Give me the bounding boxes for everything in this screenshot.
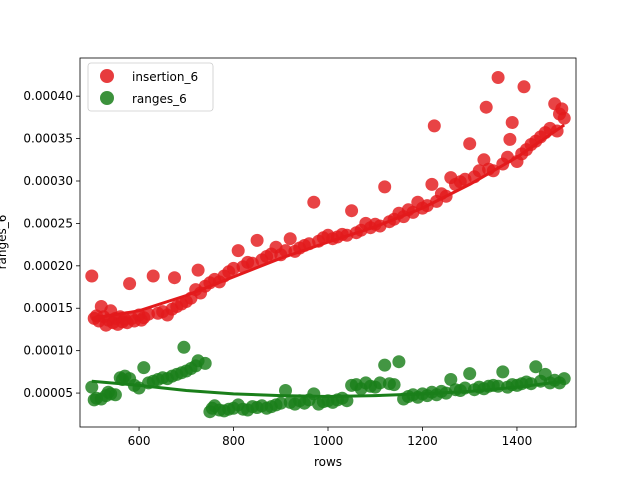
data-point (279, 244, 292, 258)
data-point (378, 180, 392, 194)
x-tick-label: 1400 (502, 434, 533, 448)
x-tick-label: 1200 (407, 434, 438, 448)
data-point (85, 380, 99, 394)
data-point (387, 378, 401, 392)
y-tick-label: 0.00010 (23, 344, 73, 358)
data-point (108, 388, 122, 402)
x-axis-label: rows (314, 455, 342, 469)
data-point (392, 355, 406, 369)
y-tick-label: 0.00030 (23, 174, 73, 188)
legend-label-ranges: ranges_6 (132, 92, 187, 106)
data-point (496, 365, 510, 379)
data-point (191, 263, 205, 277)
legend-marker-insertion (100, 69, 114, 83)
y-tick-label: 0.00015 (23, 301, 73, 315)
data-point (231, 244, 245, 258)
data-point (517, 80, 531, 94)
legend: insertion_6 ranges_6 (87, 62, 214, 112)
x-tick-label: 800 (222, 434, 245, 448)
data-point (425, 177, 439, 191)
y-tick-label: 0.00005 (23, 386, 73, 400)
data-point (503, 132, 517, 146)
x-tick-label: 600 (128, 434, 151, 448)
data-point (373, 376, 387, 390)
data-point (444, 373, 458, 386)
data-point (491, 71, 505, 84)
data-point (168, 271, 181, 285)
data-point (146, 269, 160, 283)
x-tick-label: 1000 (313, 434, 344, 448)
data-point (505, 116, 519, 129)
data-point (557, 111, 571, 125)
data-point (463, 367, 477, 381)
data-point (137, 361, 151, 375)
y-axis: 0.00005 0.00010 0.00015 0.00020 0.00025 0.000… (23, 89, 80, 400)
data-point (279, 384, 292, 397)
x-axis: 600 800 1000 1200 1400 (128, 427, 533, 448)
data-point (307, 195, 321, 209)
data-point (250, 233, 264, 247)
y-axis-label: ranges_6 (0, 215, 9, 270)
data-point (177, 340, 191, 354)
data-point (529, 360, 543, 374)
y-tick-label: 0.00020 (23, 259, 73, 273)
data-point (142, 307, 155, 321)
data-point (479, 100, 493, 114)
data-point (85, 269, 99, 283)
data-point (427, 119, 441, 133)
data-point (283, 232, 297, 246)
legend-label-insertion: insertion_6 (132, 70, 198, 84)
fit-line-ranges_6 (91, 379, 565, 398)
y-tick-label: 0.00025 (23, 216, 73, 230)
data-point (274, 396, 288, 410)
data-point (463, 137, 477, 151)
y-tick-label: 0.00040 (23, 89, 73, 103)
legend-frame (87, 62, 214, 112)
data-point (123, 277, 137, 291)
series-layer (85, 71, 571, 419)
fit-line-insertion_6 (91, 123, 566, 320)
data-point (345, 204, 359, 218)
y-tick-label: 0.00035 (23, 132, 73, 146)
data-point (198, 356, 212, 370)
data-point (378, 358, 392, 372)
legend-marker-ranges (100, 91, 114, 105)
